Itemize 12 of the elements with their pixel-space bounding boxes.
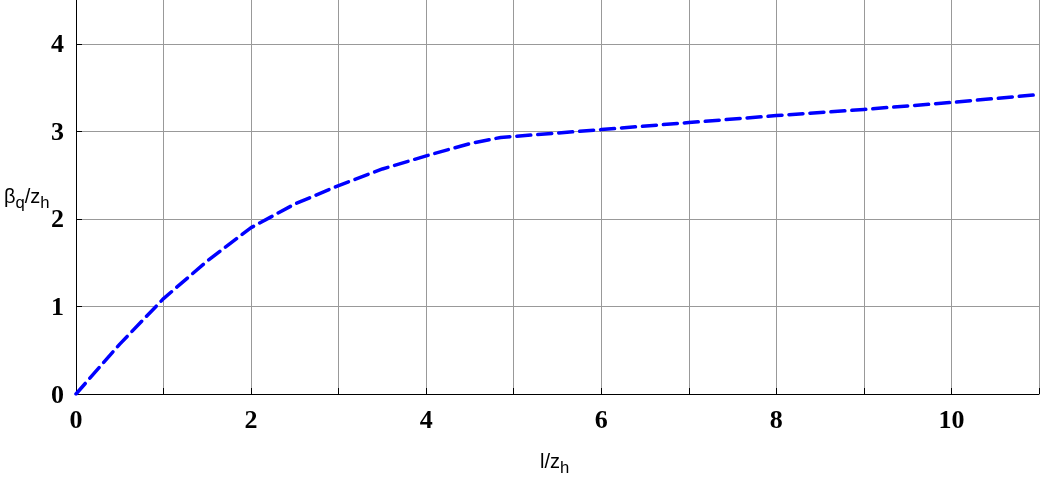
y-tick-label: 2 (51, 204, 64, 234)
x-tick-label: 4 (419, 404, 433, 434)
x-axis-title: l/z$_{h}$ (540, 450, 570, 478)
y-axis-title: β$_{q}$/z$_{h}$ (4, 185, 50, 213)
x-tick-label: 10 (938, 404, 965, 434)
y-tick-label: 0 (51, 379, 64, 409)
x-tick-label: 2 (244, 404, 258, 434)
y-tick-label: 4 (51, 29, 64, 59)
x-tick-label: 8 (769, 404, 783, 434)
y-tick-label: 3 (51, 116, 64, 146)
x-tick-label: 6 (594, 404, 608, 434)
y-tick-label: 1 (51, 291, 64, 321)
